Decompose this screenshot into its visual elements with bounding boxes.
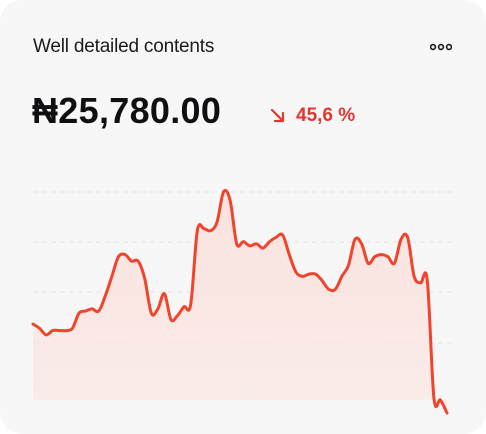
card-title: Well detailed contents [33, 36, 215, 57]
balance-amount: ₦25,780.00 [32, 90, 222, 131]
more-options-button[interactable] [428, 38, 454, 56]
area-fill [33, 190, 447, 413]
trend-line [31, 188, 449, 415]
change-percent: 45,6 % [296, 105, 356, 126]
more-horizontal-icon [430, 43, 452, 51]
change-indicator: 45,6 % [270, 105, 355, 127]
arrow-down-right-icon [270, 108, 285, 123]
